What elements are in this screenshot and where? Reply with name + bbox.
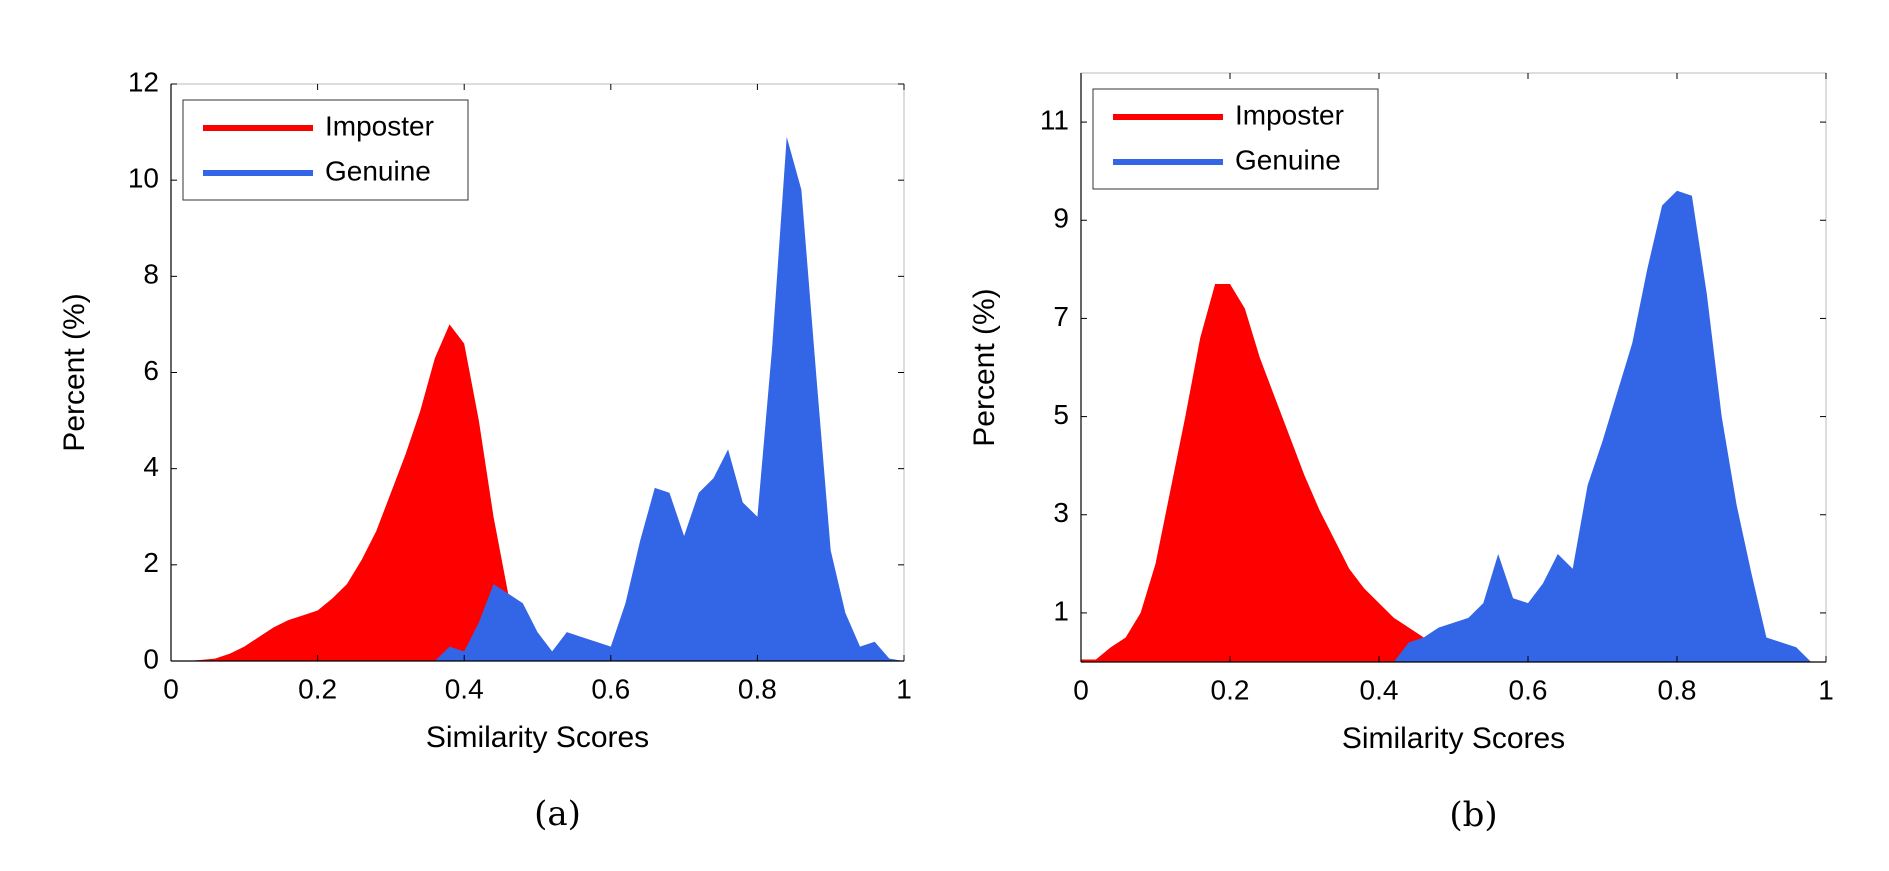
legend-box xyxy=(182,99,469,201)
x-tick-label: 1 xyxy=(896,673,912,704)
y-tick-label: 2 xyxy=(143,547,159,578)
x-tick-label: 0.6 xyxy=(591,673,630,704)
y-tick-label: 12 xyxy=(128,66,159,97)
caption: (a) xyxy=(534,794,581,834)
legend-label: Genuine xyxy=(1235,144,1341,175)
x-tick-label: 0.2 xyxy=(1211,674,1250,705)
x-tick-label: 0.8 xyxy=(1658,674,1697,705)
legend-box xyxy=(1092,88,1379,190)
legend-label: Genuine xyxy=(325,155,431,186)
x-axis-title: Similarity Scores xyxy=(1342,722,1565,755)
x-tick-label: 1 xyxy=(1818,674,1834,705)
x-tick-label: 0.4 xyxy=(1360,674,1399,705)
x-tick-label: 0.4 xyxy=(445,673,484,704)
y-tick-label: 8 xyxy=(143,259,159,290)
x-tick-label: 0 xyxy=(1073,674,1089,705)
x-tick-label: 0.6 xyxy=(1509,674,1548,705)
legend-label: Imposter xyxy=(325,110,434,141)
y-tick-label: 9 xyxy=(1053,203,1069,234)
area xyxy=(1081,190,1826,663)
y-tick-label: 5 xyxy=(1053,399,1069,430)
x-tick-label: 0 xyxy=(163,673,179,704)
y-tick-label: 1 xyxy=(1053,595,1069,626)
y-tick-label: 3 xyxy=(1053,497,1069,528)
y-axis-title: Percent (%) xyxy=(58,293,91,451)
y-tick-label: 10 xyxy=(128,163,159,194)
y-tick-label: 11 xyxy=(1040,104,1069,135)
x-tick-label: 0.8 xyxy=(738,673,777,704)
area xyxy=(171,136,904,661)
y-tick-label: 0 xyxy=(143,643,159,674)
area xyxy=(171,324,904,661)
y-tick-label: 6 xyxy=(143,355,159,386)
x-axis-title: Similarity Scores xyxy=(426,721,649,754)
legend-label: Imposter xyxy=(1235,99,1344,130)
x-tick-label: 0.2 xyxy=(298,673,337,704)
y-tick-label: 4 xyxy=(143,451,159,482)
area xyxy=(1081,284,1826,662)
y-axis-title: Percent (%) xyxy=(968,288,1001,446)
caption: (b) xyxy=(1449,795,1497,835)
y-tick-label: 7 xyxy=(1053,301,1069,332)
